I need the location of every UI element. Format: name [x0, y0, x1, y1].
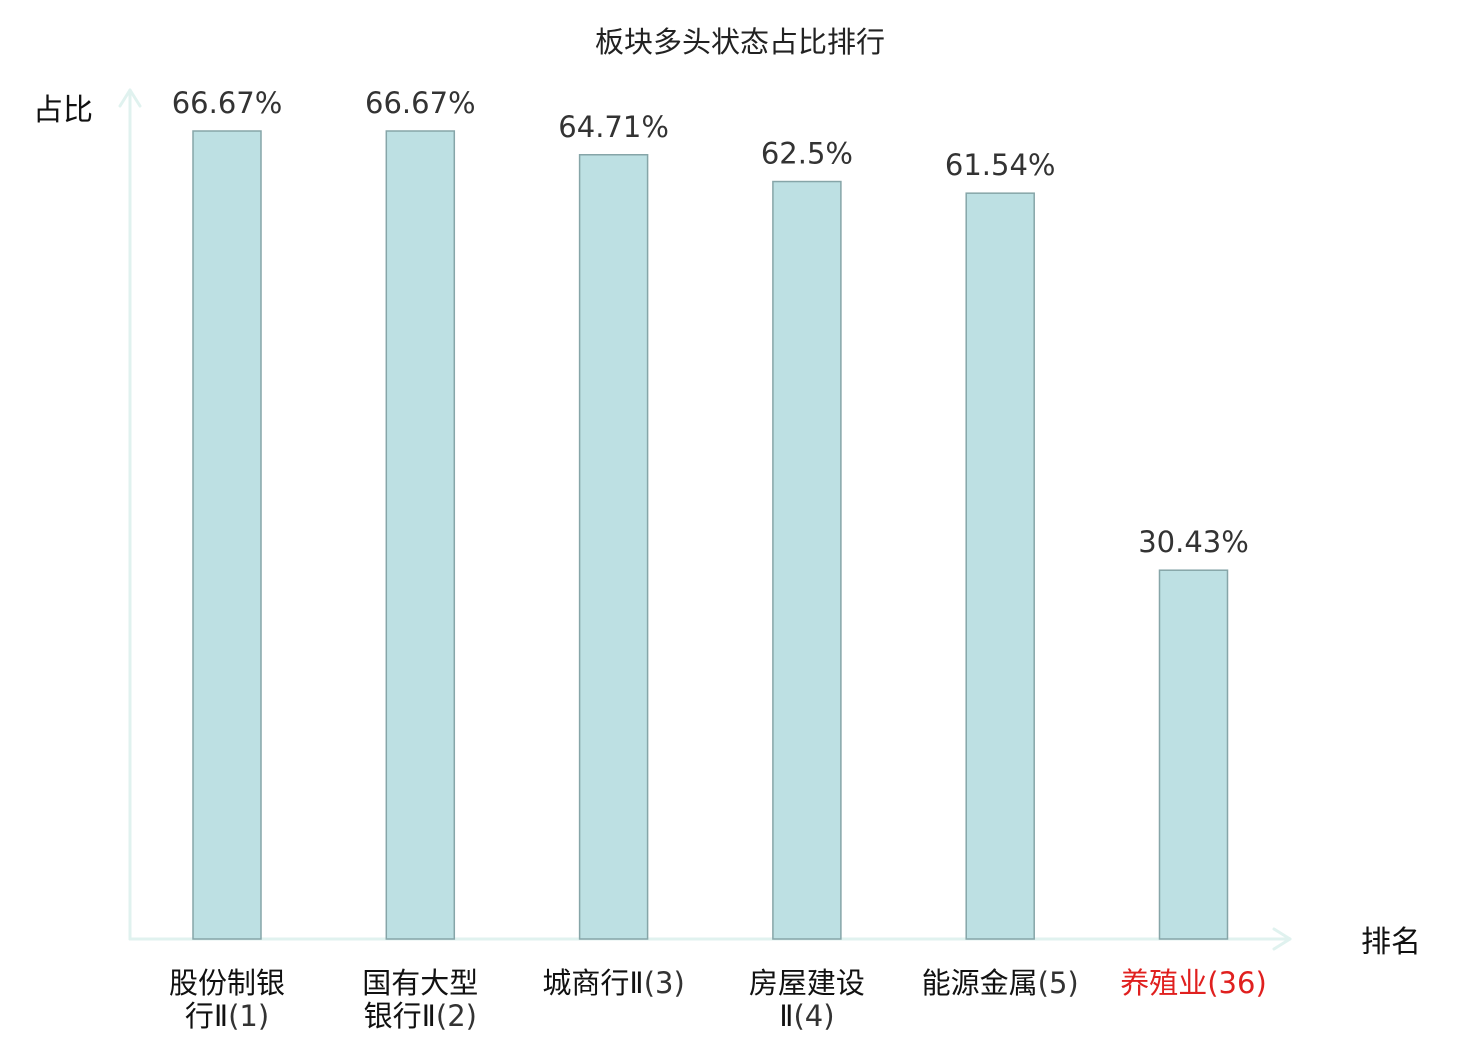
category-label-line: 股份制银 — [169, 966, 285, 1000]
category-rank: (3) — [644, 966, 685, 1000]
data-label: 61.54% — [945, 148, 1056, 182]
axes — [118, 88, 1292, 951]
category-label-line: 能源金属 — [922, 966, 1038, 1000]
category-label-line: 房屋建设 — [749, 966, 865, 1000]
x-axis-arrow — [1272, 927, 1292, 951]
category-label: 城商行Ⅱ(3) — [542, 966, 684, 1000]
bars — [192, 130, 1229, 940]
category-label-line: 国有大型 — [362, 966, 478, 1000]
category-label: 养殖业(36) — [1120, 966, 1267, 1000]
category-label: 股份制银行Ⅱ(1) — [169, 966, 285, 1033]
y-axis-label: 占比 — [33, 93, 93, 128]
category-label-line: 银行Ⅱ — [364, 999, 436, 1033]
y-axis-arrow — [118, 88, 142, 108]
bar — [772, 180, 842, 940]
bar — [965, 192, 1035, 940]
category-label: 国有大型银行Ⅱ(2) — [362, 966, 478, 1033]
value-labels: 66.67% 66.67% 64.71% 62.5% 61.54% 30.43% — [172, 86, 1249, 559]
x-axis-label: 排名 — [1361, 925, 1421, 960]
bar — [578, 154, 649, 940]
category-rank: (2) — [436, 999, 477, 1033]
data-label: 66.67% — [365, 86, 476, 120]
category-rank: (36) — [1207, 966, 1267, 1000]
category-rank: (5) — [1038, 966, 1079, 1000]
category-label: 能源金属(5) — [922, 966, 1079, 1000]
bar — [192, 130, 262, 940]
category-labels: 股份制银行Ⅱ(1) 国有大型银行Ⅱ(2) 城商行Ⅱ(3) 房屋建设 Ⅱ(4) 能源金属(5… — [169, 966, 1267, 1033]
category-label-line: 城商行Ⅱ — [542, 966, 643, 1000]
data-label: 62.5% — [761, 137, 853, 171]
data-label: 64.71% — [558, 110, 669, 144]
category-label-line: 养殖业 — [1120, 966, 1207, 1000]
data-label: 30.43% — [1138, 525, 1249, 559]
bar — [385, 130, 456, 940]
bar — [1158, 569, 1229, 940]
category-rank: (4) — [793, 999, 834, 1033]
category-label: 房屋建设 Ⅱ(4) — [749, 966, 865, 1033]
category-rank: (1) — [228, 999, 269, 1033]
data-label: 66.67% — [172, 86, 283, 120]
category-label-line: 行Ⅱ — [185, 999, 228, 1033]
category-label-line: Ⅱ — [779, 999, 793, 1033]
chart-title: 板块多头状态占比排行 — [595, 25, 885, 59]
